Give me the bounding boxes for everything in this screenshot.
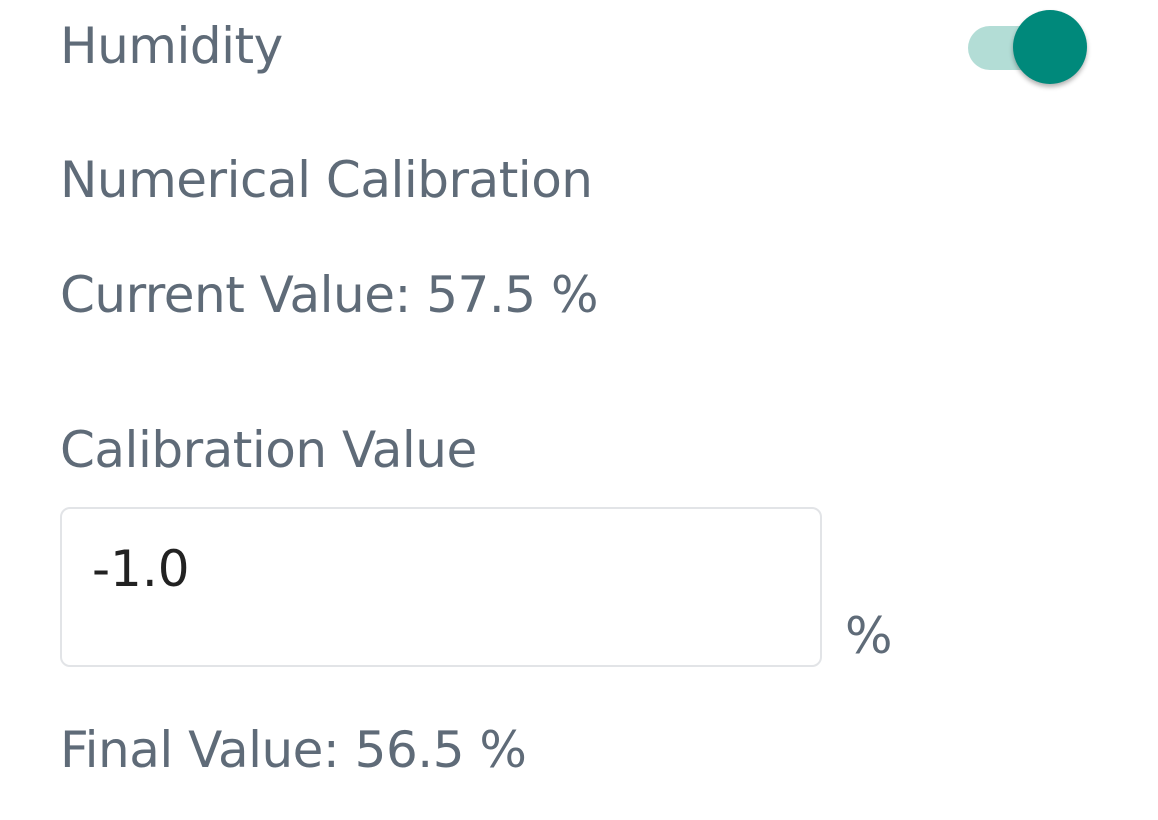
toggle-knob[interactable]: [1013, 10, 1087, 84]
input-text: -1.0: [92, 540, 190, 598]
current-value: Current Value: 57.5 %: [60, 266, 598, 324]
field-label: Calibration Value: [60, 421, 477, 479]
calibration-input[interactable]: -1.0: [60, 507, 822, 667]
final-value: Final Value: 56.5 %: [60, 721, 527, 779]
section-title: Humidity: [60, 17, 283, 75]
unit: %: [845, 607, 893, 665]
heading: Numerical Calibration: [60, 151, 593, 209]
